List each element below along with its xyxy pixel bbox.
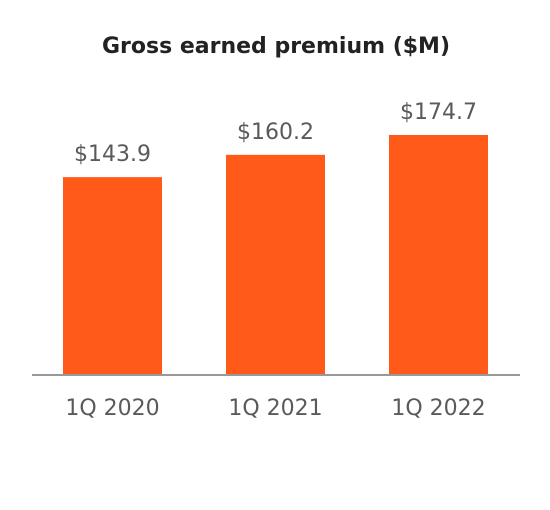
x-tick-label: 1Q 2022 <box>391 396 485 421</box>
x-tick-label: 1Q 2020 <box>65 396 159 421</box>
value-label: $174.7 <box>400 100 477 125</box>
bar <box>226 154 325 374</box>
x-tick-label: 1Q 2021 <box>228 396 322 421</box>
value-label: $143.9 <box>74 142 151 167</box>
value-label: $160.2 <box>237 120 314 145</box>
bar <box>63 177 162 374</box>
bar <box>389 135 488 374</box>
chart-title: Gross earned premium ($M) <box>102 34 450 59</box>
